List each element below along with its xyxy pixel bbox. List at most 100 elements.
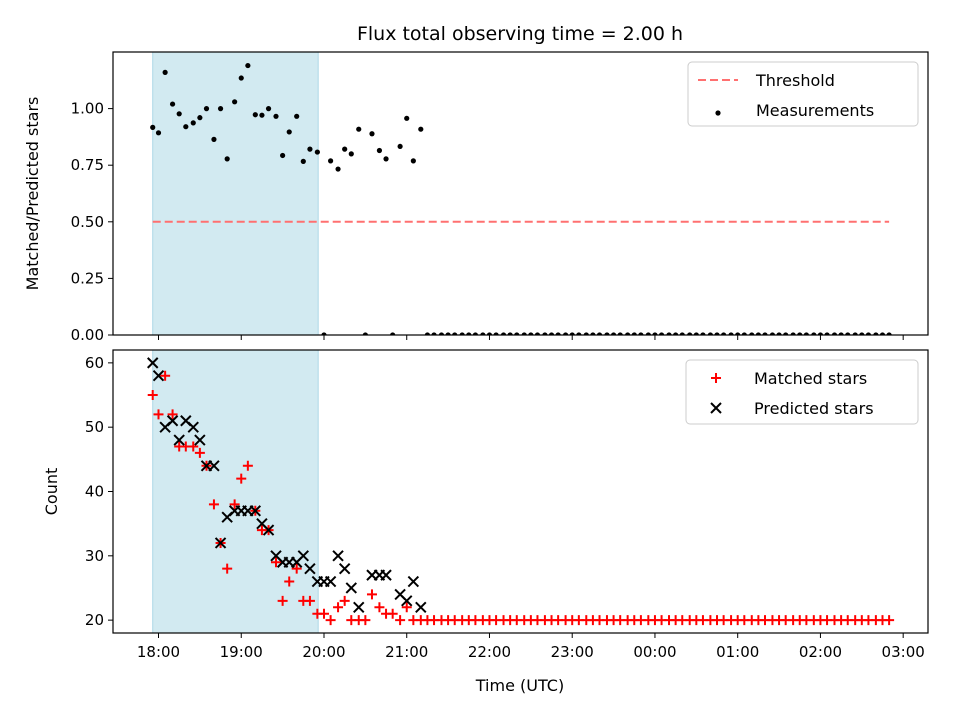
- predicted-star-point: [297, 550, 310, 562]
- chart-title: Flux total observing time = 2.00 h: [357, 23, 683, 45]
- measurement-point: [776, 332, 782, 335]
- bottom-panel: 20 30 40 50 60 18:00 19:00 20:00 21:00 22:00 23:00…: [42, 349, 929, 661]
- matched-star-point: [208, 499, 219, 510]
- legend-matched-swatch: [711, 373, 721, 383]
- measurement-point: [811, 332, 817, 335]
- measurement-point: [783, 332, 789, 335]
- bottom-legend-label: Matched stars: [754, 369, 867, 388]
- top-ytick-label: 0.25: [71, 269, 104, 287]
- measurement-point: [755, 332, 761, 335]
- matched-star-point: [153, 409, 164, 420]
- measurement-point: [693, 332, 699, 335]
- predicted-star-point: [214, 537, 227, 549]
- measurement-point: [294, 113, 300, 119]
- xtick-label: 02:00: [799, 643, 842, 661]
- matched-star-point: [229, 499, 240, 510]
- predicted-star-point: [345, 582, 358, 594]
- matched-star-point: [242, 460, 253, 471]
- matched-star-point: [147, 390, 158, 401]
- measurement-point: [824, 332, 830, 335]
- legend-measurements-swatch: [715, 110, 721, 116]
- measurement-point: [493, 332, 499, 335]
- measurement-point: [790, 332, 796, 335]
- measurement-point: [190, 120, 196, 126]
- predicted-star-point: [324, 575, 337, 588]
- bottom-plot-area: [147, 357, 895, 626]
- measurement-point: [362, 332, 368, 335]
- measurement-point: [521, 332, 527, 335]
- measurement-point: [555, 332, 561, 335]
- bottom-y-axis-label: Count: [42, 468, 61, 516]
- measurement-point: [438, 332, 445, 335]
- measurement-point: [762, 332, 768, 335]
- matched-star-point: [339, 595, 350, 606]
- top-legend-box: [687, 61, 919, 127]
- measurement-point: [335, 166, 341, 172]
- bottom-ytick-label: 20: [85, 611, 104, 629]
- measurement-point: [273, 113, 279, 119]
- measurement-point: [569, 332, 575, 335]
- matched-star-point: [325, 615, 336, 626]
- measurement-point: [150, 124, 156, 130]
- measurement-point: [445, 332, 451, 335]
- measurement-point: [852, 332, 858, 335]
- bottom-legend-box: [685, 359, 919, 425]
- bottom-observing-window: [152, 349, 319, 634]
- measurement-point: [652, 332, 658, 335]
- measurement-point: [721, 332, 727, 335]
- measurement-point: [280, 152, 286, 159]
- measurement-point: [486, 332, 493, 335]
- measurement-point: [418, 126, 424, 132]
- predicted-star-point: [380, 569, 392, 581]
- measurement-point: [252, 112, 258, 118]
- top-legend: Threshold Measurements: [687, 61, 919, 127]
- bottom-legend-label: Predicted stars: [754, 399, 874, 418]
- measurement-point: [548, 332, 555, 335]
- predicted-star-point: [166, 415, 179, 427]
- matched-star-point: [304, 595, 315, 606]
- predicted-star-point: [401, 595, 413, 607]
- measurement-point: [500, 332, 507, 335]
- measurement-point: [645, 332, 651, 335]
- measurement-point: [707, 332, 713, 335]
- measurement-point: [687, 332, 693, 335]
- measurement-point: [741, 332, 747, 335]
- top-plot-area: [150, 62, 892, 335]
- measurement-point: [625, 332, 631, 335]
- measurement-point: [679, 332, 685, 335]
- bottom-ytick-label: 40: [85, 483, 104, 501]
- bottom-axes-frame: [112, 349, 929, 634]
- top-ytick-label: 0.00: [71, 326, 104, 344]
- bottom-ytick-label: 50: [85, 418, 104, 436]
- measurement-point: [321, 332, 327, 335]
- measurement-point: [507, 332, 513, 335]
- measurement-point: [410, 158, 416, 164]
- matched-star-point: [188, 441, 199, 452]
- matched-star-point: [291, 563, 302, 574]
- measurement-point: [162, 69, 168, 75]
- measurement-point: [245, 62, 251, 69]
- measurement-point: [817, 332, 824, 335]
- measurement-point: [356, 126, 362, 132]
- measurement-point: [314, 149, 320, 155]
- matched-star-point: [194, 447, 205, 458]
- measurement-point: [735, 332, 741, 335]
- measurement-point: [390, 332, 396, 335]
- measurement-point: [169, 101, 176, 107]
- top-panel: 0.00 0.25 0.50 0.75 1.00 Matched/Predicted st…: [23, 51, 929, 344]
- measurement-point: [307, 146, 313, 152]
- measurement-point: [838, 332, 844, 335]
- predicted-star-point: [208, 460, 220, 472]
- top-ytick-label: 1.00: [71, 100, 104, 118]
- measurement-point: [873, 332, 879, 335]
- measurement-point: [583, 332, 589, 335]
- measurement-point: [217, 106, 224, 112]
- matched-star-point: [318, 608, 329, 619]
- measurement-point: [431, 332, 437, 335]
- measurement-point: [700, 332, 706, 335]
- measurement-point: [424, 332, 431, 335]
- measurement-point: [638, 332, 644, 335]
- measurement-point: [886, 332, 892, 335]
- matched-star-point: [360, 615, 371, 626]
